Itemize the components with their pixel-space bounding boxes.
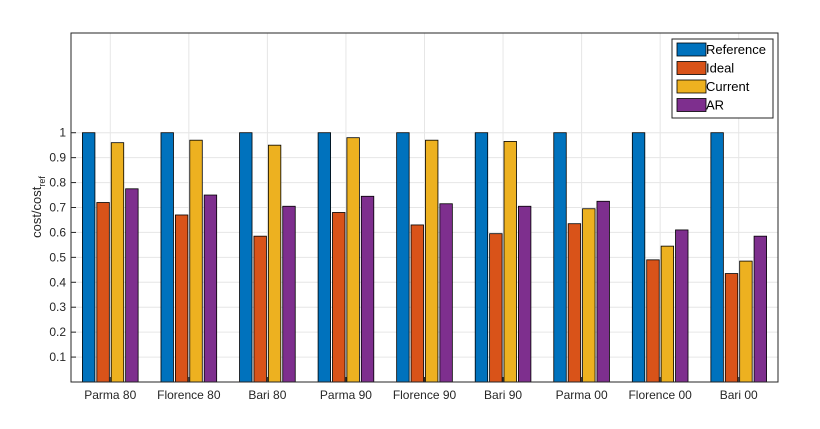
bar-reference-florence-00 — [631, 132, 646, 383]
y-tick-label: 0.2 — [49, 325, 66, 339]
bar-ideal-parma-00 — [567, 223, 582, 383]
x-tick-label: Florence 00 — [628, 388, 692, 402]
bar-current-florence-90 — [425, 139, 439, 383]
bar-current-bari-80 — [267, 144, 282, 383]
bar-ar-parma-90 — [360, 195, 375, 383]
bar-reference-bari-90 — [474, 132, 489, 383]
bar-reference-parma-90 — [317, 132, 331, 383]
x-tick-label: Bari 00 — [720, 388, 758, 402]
y-axis-label-subscript: ref — [37, 176, 47, 187]
legend-swatch-reference — [676, 42, 707, 57]
legend-swatch-ar — [676, 98, 707, 112]
legend-label-ar: AR — [706, 98, 724, 113]
bar-ideal-florence-00 — [646, 259, 660, 383]
bar-reference-parma-00 — [553, 132, 567, 383]
y-tick-label: 0.7 — [49, 201, 66, 215]
bar-ideal-bari-90 — [489, 233, 503, 383]
x-axis-ticks: Parma 80 Florence 80 Bari 80 Parma 90 Floren… — [84, 377, 758, 402]
bar-ideal-bari-80 — [253, 235, 267, 383]
legend: Reference Ideal Current AR — [671, 38, 774, 119]
x-tick-label: Parma 00 — [556, 388, 608, 402]
bar-ideal-parma-80 — [96, 202, 110, 383]
y-axis-label: cost/costref — [29, 176, 47, 238]
y-tick-label: 0.4 — [49, 275, 66, 289]
bar-reference-bari-00 — [710, 132, 724, 383]
x-tick-label: Bari 80 — [248, 388, 286, 402]
bar-current-florence-80 — [189, 139, 203, 383]
x-tick-label: Florence 90 — [393, 388, 457, 402]
bar-ideal-parma-90 — [332, 212, 346, 383]
bar-reference-bari-80 — [239, 132, 253, 383]
bar-current-parma-00 — [582, 208, 596, 383]
bar-current-parma-90 — [346, 137, 360, 383]
legend-label-reference: Reference — [706, 42, 766, 57]
bar-ar-florence-00 — [675, 229, 689, 383]
y-tick-label: 0.1 — [49, 350, 66, 364]
y-tick-label: 0.6 — [49, 225, 66, 239]
y-tick-label: 0.8 — [49, 176, 66, 190]
x-tick-label: Parma 80 — [84, 388, 136, 402]
bar-ar-parma-80 — [125, 188, 139, 383]
bar-ar-bari-90 — [518, 205, 532, 383]
bars-group — [82, 132, 767, 383]
grid-lines — [71, 33, 778, 382]
x-tick-label: Bari 90 — [484, 388, 522, 402]
bar-ar-parma-00 — [596, 200, 610, 383]
legend-swatch-ideal — [676, 61, 707, 75]
y-tick-label: 0.9 — [49, 151, 66, 165]
bar-ideal-florence-90 — [410, 224, 424, 383]
bar-ideal-bari-00 — [724, 273, 739, 383]
bar-reference-florence-90 — [396, 132, 410, 383]
bar-current-florence-00 — [660, 245, 675, 383]
y-tick-label: 0.3 — [49, 300, 66, 314]
bar-current-bari-00 — [739, 260, 753, 383]
bar-reference-parma-80 — [82, 132, 96, 383]
bar-current-parma-80 — [110, 142, 125, 383]
legend-label-current: Current — [706, 79, 750, 94]
y-axis-ticks: 0.1 0.2 0.3 0.4 0.5 0.6 0.7 0.8 0.9 1 — [49, 126, 76, 364]
x-tick-label: Parma 90 — [320, 388, 372, 402]
bar-ar-bari-80 — [282, 205, 296, 383]
bar-ideal-florence-80 — [174, 214, 189, 383]
y-tick-label: 0.5 — [49, 250, 66, 264]
y-axis-label-main: cost/cost — [29, 186, 44, 238]
legend-label-ideal: Ideal — [706, 61, 734, 76]
x-tick-label: Florence 80 — [157, 388, 221, 402]
bar-reference-florence-80 — [160, 132, 174, 383]
bar-ar-florence-90 — [439, 203, 453, 383]
bar-ar-florence-80 — [203, 194, 218, 383]
y-tick-label: 1 — [59, 126, 66, 140]
legend-swatch-current — [676, 79, 707, 94]
bar-ar-bari-00 — [753, 235, 767, 383]
bar-current-bari-90 — [503, 141, 517, 383]
